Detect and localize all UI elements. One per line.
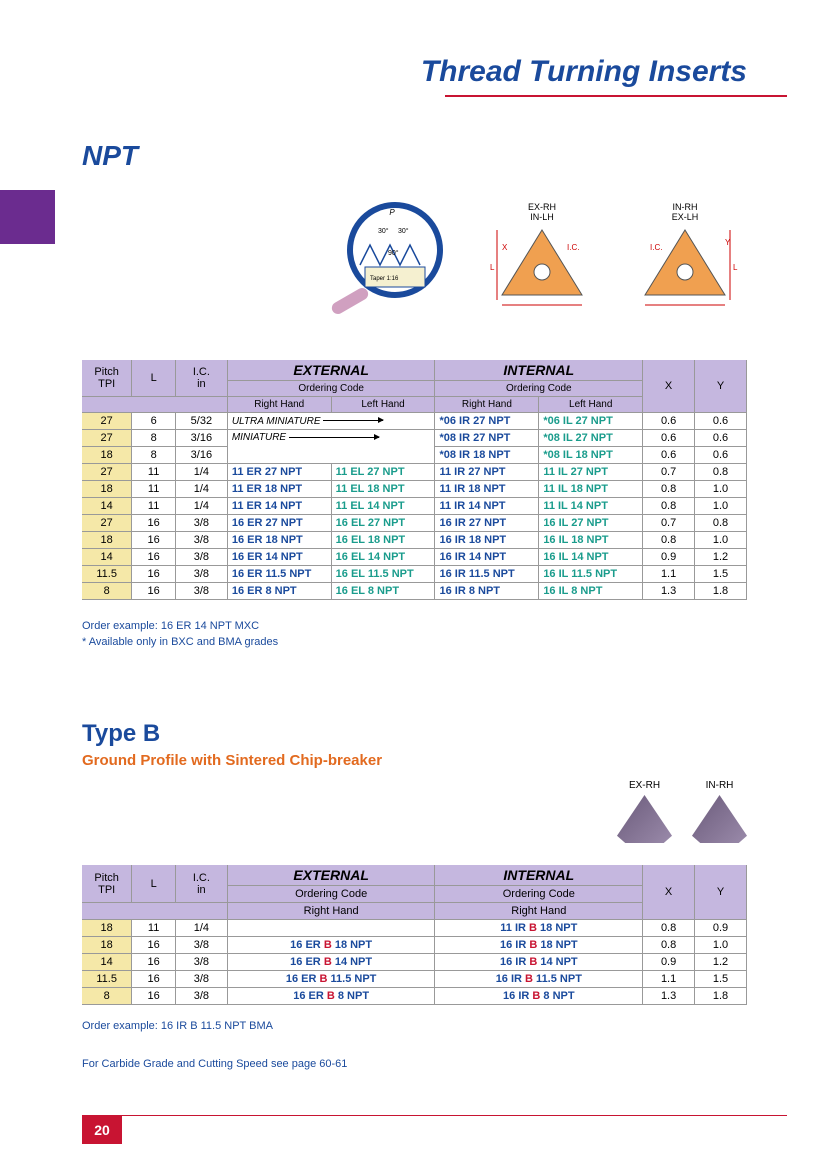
svg-text:IN-RH: IN-RH [673, 202, 698, 212]
svg-text:Taper 1:16: Taper 1:16 [370, 276, 399, 282]
col-internal: INTERNAL [435, 865, 643, 886]
bottom-rule [82, 1115, 787, 1116]
svg-text:90°: 90° [388, 249, 399, 257]
page-number: 20 [82, 1116, 122, 1144]
col-int-order: Ordering Code [435, 381, 643, 397]
svg-text:L: L [490, 263, 495, 272]
typeb-table: PitchTPI L I.C.in EXTERNAL INTERNAL X Y … [82, 865, 747, 1005]
col-ic: I.C.in [175, 865, 227, 903]
table-row: 14 16 3/8 16 ER B 14 NPT 16 IR B 14 NPT … [82, 954, 747, 971]
table-row: 27 16 3/8 16 ER 27 NPT16 EL 27 NPT 16 IR… [82, 515, 747, 532]
svg-text:EX-RH: EX-RH [528, 202, 556, 212]
col-ext-order: Ordering Code [227, 381, 435, 397]
col-y: Y [695, 360, 747, 413]
svg-text:I.C.: I.C. [567, 243, 579, 252]
order-example-1: Order example: 16 ER 14 NPT MXC [82, 620, 259, 632]
page-title: Thread Turning Inserts [421, 55, 747, 89]
thread-profile-diagram: P 30° 30° 90° Taper 1:16 [320, 190, 460, 330]
col-pitch: PitchTPI [82, 360, 132, 397]
col-int-rh: Right Hand [435, 903, 643, 920]
svg-text:IN-LH: IN-LH [530, 212, 554, 222]
order-example-2: Order example: 16 IR B 11.5 NPT BMA [82, 1020, 273, 1032]
table-row: 27 8 3/16 MINIATURE *08 IR 27 NPT *08 IL… [82, 430, 747, 447]
svg-text:30°: 30° [378, 227, 389, 235]
table-row: 11.5 16 3/8 16 ER B 11.5 NPT 16 IR B 11.… [82, 971, 747, 988]
table-row: 27 11 1/4 11 ER 27 NPT11 EL 27 NPT 11 IR… [82, 464, 747, 481]
col-int-rh: Right Hand [435, 397, 539, 413]
insert-exrh: EX-RH [617, 780, 672, 843]
table-row: 18 11 1/4 11 IR B 18 NPT 0.8 0.9 [82, 920, 747, 937]
col-l: L [132, 360, 176, 397]
svg-text:X: X [502, 243, 508, 252]
insert-rh-diagram: EX-RH IN-LH I.C. X L [480, 190, 604, 330]
svg-text:P: P [389, 208, 395, 217]
svg-text:30°: 30° [398, 227, 409, 235]
col-ext-rh: Right Hand [227, 903, 435, 920]
grade-note: * Available only in BXC and BMA grades [82, 636, 278, 648]
title-rule [445, 95, 787, 97]
svg-text:EX-LH: EX-LH [672, 212, 699, 222]
table-row: 11.5 16 3/8 16 ER 11.5 NPT16 EL 11.5 NPT… [82, 566, 747, 583]
table-row: 8 16 3/8 16 ER 8 NPT16 EL 8 NPT 16 IR 8 … [82, 583, 747, 600]
npt-table: PitchTPI L I.C.in EXTERNAL INTERNAL X Y … [82, 360, 747, 600]
typeb-heading: Type B [82, 720, 160, 748]
table-row: 14 11 1/4 11 ER 14 NPT11 EL 14 NPT 11 IR… [82, 498, 747, 515]
col-ext-lh: Left Hand [331, 397, 435, 413]
col-ic: I.C.in [175, 360, 227, 397]
col-external: EXTERNAL [227, 865, 435, 886]
col-ext-rh: Right Hand [227, 397, 331, 413]
side-tab [0, 190, 55, 244]
svg-text:L: L [733, 263, 738, 272]
table-row: 18 16 3/8 16 ER B 18 NPT 16 IR B 18 NPT … [82, 937, 747, 954]
table-row: 8 16 3/8 16 ER B 8 NPT 16 IR B 8 NPT 1.3… [82, 988, 747, 1005]
typeb-subtitle: Ground Profile with Sintered Chip-breake… [82, 752, 382, 769]
typeb-insert-diagram: EX-RH IN-RH [617, 780, 747, 843]
col-x: X [643, 360, 695, 413]
col-pitch: PitchTPI [82, 865, 132, 903]
col-external: EXTERNAL [227, 360, 435, 381]
col-l: L [132, 865, 176, 903]
col-internal: INTERNAL [435, 360, 643, 381]
insert-inrh: IN-RH [692, 780, 747, 843]
insert-lh-diagram: IN-RH EX-LH I.C. Y L [624, 190, 748, 330]
table-row: 14 16 3/8 16 ER 14 NPT16 EL 14 NPT 16 IR… [82, 549, 747, 566]
col-x: X [643, 865, 695, 920]
magnifier-icon: P 30° 30° 90° Taper 1:16 [320, 195, 460, 325]
section-heading-npt: NPT [82, 140, 138, 172]
diagram-area: P 30° 30° 90° Taper 1:16 EX-RH IN-LH I.C… [320, 190, 747, 330]
carbide-note: For Carbide Grade and Cutting Speed see … [82, 1058, 347, 1070]
table-row: 27 6 5/32 ULTRA MINIATURE *06 IR 27 NPT … [82, 413, 747, 430]
table-row: 18 11 1/4 11 ER 18 NPT11 EL 18 NPT 11 IR… [82, 481, 747, 498]
col-ext-order: Ordering Code [227, 886, 435, 903]
col-y: Y [695, 865, 747, 920]
col-int-order: Ordering Code [435, 886, 643, 903]
table-row: 18 16 3/8 16 ER 18 NPT16 EL 18 NPT 16 IR… [82, 532, 747, 549]
svg-text:I.C.: I.C. [650, 243, 662, 252]
col-int-lh: Left Hand [539, 397, 643, 413]
